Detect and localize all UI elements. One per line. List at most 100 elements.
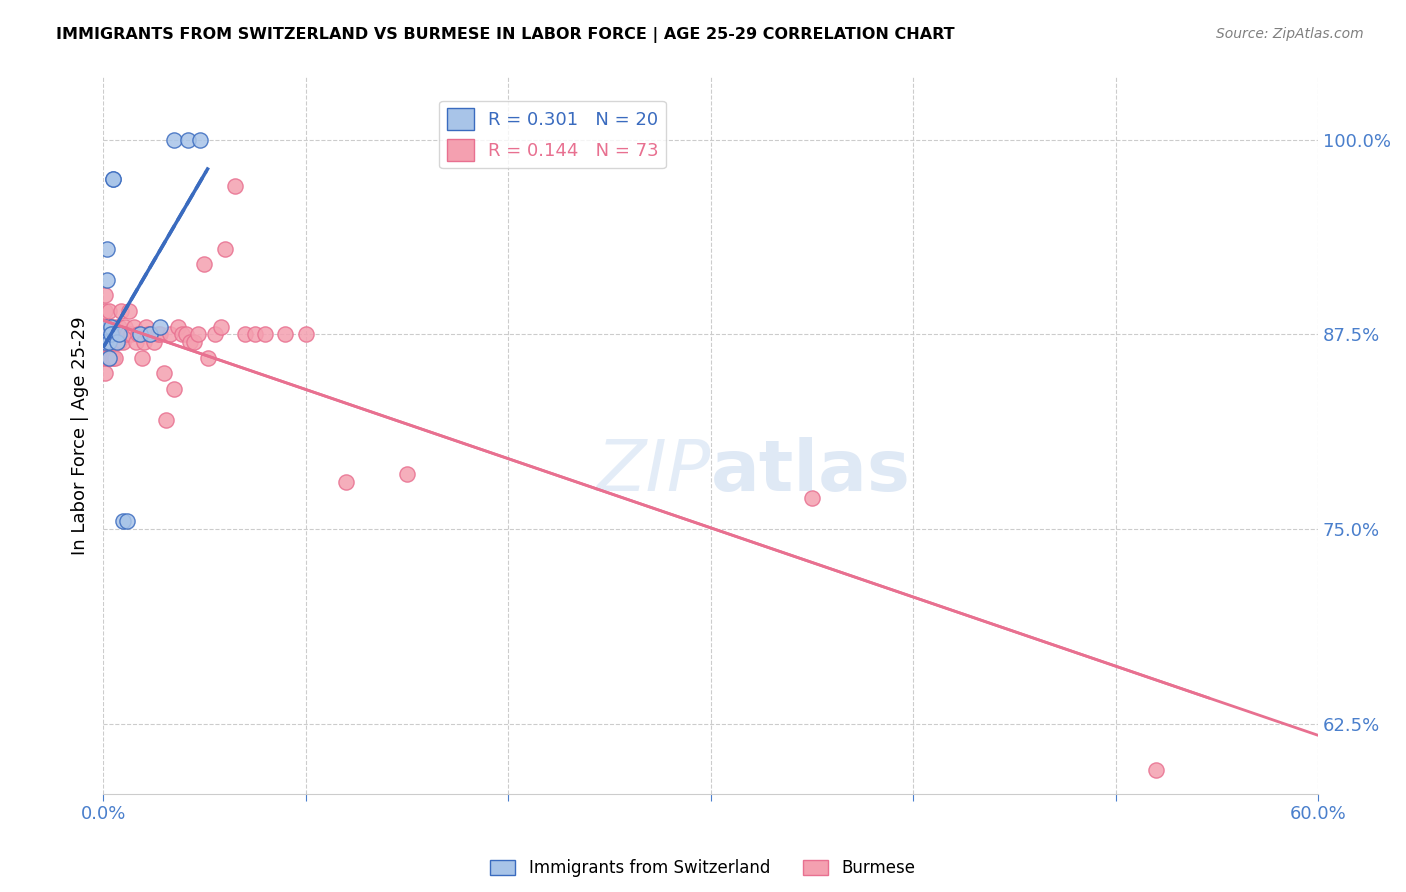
Point: [214, 242, 236, 256]
Point: [155, 413, 177, 427]
Point: [197, 351, 219, 365]
Point: [128, 327, 150, 342]
Point: [187, 327, 209, 342]
Point: [112, 335, 135, 350]
Point: [103, 171, 125, 186]
Point: [94, 366, 117, 380]
Point: [108, 335, 131, 350]
Point: [128, 327, 150, 342]
Text: Source: ZipAtlas.com: Source: ZipAtlas.com: [1216, 27, 1364, 41]
Point: [98, 335, 121, 350]
Point: [335, 475, 357, 490]
Point: [110, 327, 132, 342]
Point: [135, 319, 157, 334]
Point: [96, 351, 118, 365]
Point: [193, 257, 215, 271]
Point: [131, 351, 153, 365]
Point: [163, 133, 186, 147]
Point: [96, 327, 118, 342]
Point: [104, 351, 127, 365]
Text: IMMIGRANTS FROM SWITZERLAND VS BURMESE IN LABOR FORCE | AGE 25-29 CORRELATION CH: IMMIGRANTS FROM SWITZERLAND VS BURMESE I…: [56, 27, 955, 43]
Point: [96, 335, 118, 350]
Point: [1144, 764, 1167, 778]
Point: [94, 351, 117, 365]
Point: [94, 319, 117, 334]
Point: [254, 327, 277, 342]
Point: [118, 304, 141, 318]
Y-axis label: In Labor Force | Age 25-29: In Labor Force | Age 25-29: [72, 317, 89, 555]
Point: [103, 351, 125, 365]
Point: [149, 319, 172, 334]
Point: [132, 335, 155, 350]
Point: [100, 319, 122, 334]
Point: [96, 273, 118, 287]
Point: [94, 327, 117, 342]
Point: [204, 327, 226, 342]
Point: [100, 319, 122, 334]
Point: [127, 327, 149, 342]
Text: atlas: atlas: [710, 437, 911, 506]
Point: [149, 327, 172, 342]
Point: [100, 327, 122, 342]
Point: [179, 335, 201, 350]
Point: [94, 335, 117, 350]
Point: [110, 304, 132, 318]
Point: [108, 327, 131, 342]
Point: [167, 319, 190, 334]
Point: [94, 319, 117, 334]
Point: [174, 327, 197, 342]
Point: [100, 335, 122, 350]
Point: [98, 335, 121, 350]
Point: [94, 304, 117, 318]
Point: [224, 179, 246, 194]
Point: [188, 133, 211, 147]
Point: [117, 514, 139, 528]
Point: [112, 327, 135, 342]
Point: [294, 327, 316, 342]
Point: [96, 327, 118, 342]
Point: [146, 327, 169, 342]
Point: [94, 288, 117, 302]
Legend: R = 0.301   N = 20, R = 0.144   N = 73: R = 0.301 N = 20, R = 0.144 N = 73: [440, 101, 666, 169]
Point: [136, 327, 159, 342]
Point: [209, 319, 232, 334]
Point: [163, 382, 186, 396]
Point: [98, 327, 121, 342]
Point: [98, 304, 121, 318]
Point: [183, 335, 205, 350]
Point: [108, 319, 131, 334]
Point: [103, 327, 125, 342]
Text: ZIP: ZIP: [596, 437, 710, 506]
Point: [800, 491, 823, 505]
Point: [122, 319, 145, 334]
Point: [117, 327, 139, 342]
Point: [105, 335, 128, 350]
Point: [233, 327, 256, 342]
Point: [105, 335, 128, 350]
Point: [100, 351, 122, 365]
Point: [172, 327, 194, 342]
Point: [124, 335, 146, 350]
Point: [94, 335, 117, 350]
Point: [138, 327, 160, 342]
Point: [103, 335, 125, 350]
Legend: Immigrants from Switzerland, Burmese: Immigrants from Switzerland, Burmese: [484, 853, 922, 884]
Point: [159, 327, 181, 342]
Point: [153, 366, 176, 380]
Point: [98, 351, 121, 365]
Point: [142, 335, 165, 350]
Point: [138, 327, 160, 342]
Point: [104, 319, 127, 334]
Point: [112, 514, 135, 528]
Point: [243, 327, 266, 342]
Point: [114, 319, 136, 334]
Point: [274, 327, 297, 342]
Point: [96, 319, 118, 334]
Point: [121, 327, 143, 342]
Point: [96, 242, 118, 256]
Point: [98, 319, 121, 334]
Point: [103, 171, 125, 186]
Point: [105, 327, 128, 342]
Point: [177, 133, 200, 147]
Point: [395, 467, 418, 482]
